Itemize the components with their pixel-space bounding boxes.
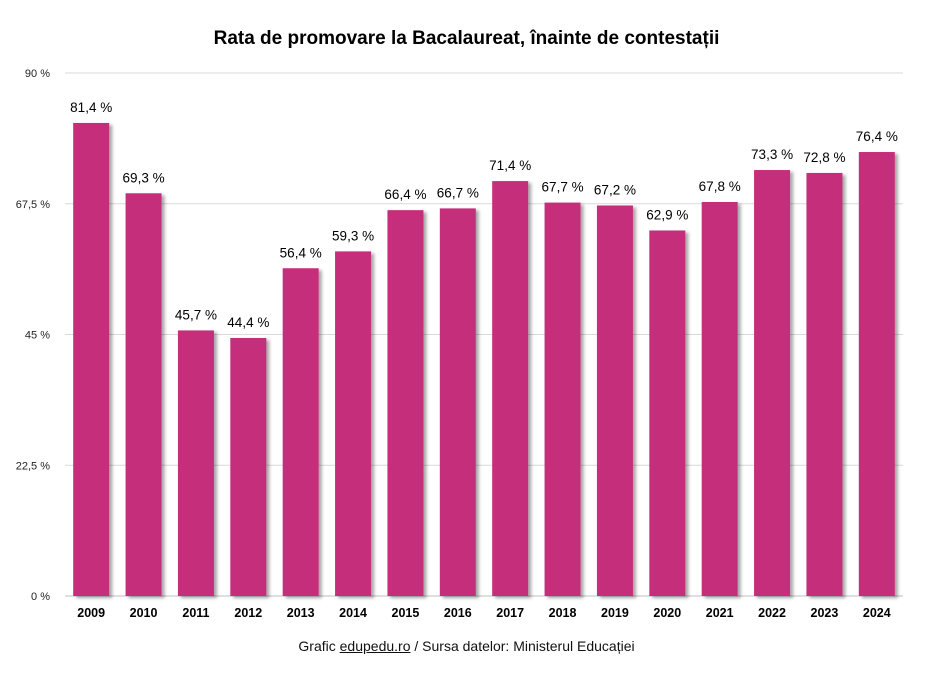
y-axis-ticks: 0 % 22,5 % 45 % 67,5 % 90 %: [16, 68, 50, 603]
bar-2013: [282, 268, 319, 596]
data-label-2015: 66,4 %: [384, 187, 426, 202]
data-label-2011: 45,7 %: [175, 307, 217, 322]
bar-2012: [230, 337, 267, 596]
x-tick-label-2022: 2022: [758, 606, 786, 620]
bar-2023: [806, 172, 843, 596]
data-label-2024: 76,4 %: [856, 129, 898, 144]
x-tick-label-2015: 2015: [392, 606, 420, 620]
data-labels: 81,4 % 69,3 % 45,7 % 44,4 % 56,4 % 59,3 % 66,4…: [70, 100, 898, 330]
x-tick-label-2009: 2009: [77, 606, 105, 620]
x-tick-label-2018: 2018: [549, 606, 577, 620]
x-tick-label-2023: 2023: [811, 606, 839, 620]
bar-2016: [439, 208, 476, 596]
y-tick-label: 67,5 %: [16, 199, 50, 211]
x-tick-label-2016: 2016: [444, 606, 472, 620]
x-tick-label-2011: 2011: [182, 606, 209, 620]
data-label-2012: 44,4 %: [227, 315, 269, 330]
x-axis-ticks: 2009 2010 2011 2012 2013 2014 2015 2016 2017 2018…: [77, 606, 890, 620]
data-label-2017: 71,4 %: [489, 158, 531, 173]
bars: [73, 122, 895, 597]
y-tick-label: 22,5 %: [16, 460, 50, 472]
data-label-2023: 72,8 %: [803, 150, 845, 165]
x-tick-label-2013: 2013: [287, 606, 315, 620]
y-tick-label: 90 %: [25, 68, 50, 80]
chart-footer: Grafic edupedu.ro / Sursa datelor: Minis…: [0, 638, 933, 654]
data-label-2019: 67,2 %: [594, 182, 636, 197]
data-label-2010: 69,3 %: [123, 170, 165, 185]
data-label-2009: 81,4 %: [70, 100, 112, 115]
x-tick-label-2021: 2021: [706, 606, 734, 620]
source-link[interactable]: edupedu.ro: [339, 638, 411, 654]
bar-2017: [492, 181, 529, 596]
x-tick-label-2014: 2014: [339, 606, 367, 620]
footer-prefix: Grafic: [298, 638, 340, 654]
bar-2018: [544, 202, 581, 597]
data-label-2020: 62,9 %: [646, 207, 688, 222]
bar-2010: [125, 193, 162, 597]
x-tick-label-2024: 2024: [863, 606, 891, 620]
data-label-2022: 73,3 %: [751, 147, 793, 162]
data-label-2021: 67,8 %: [699, 179, 741, 194]
data-label-2014: 59,3 %: [332, 228, 374, 243]
x-tick-label-2012: 2012: [234, 606, 262, 620]
footer-suffix: / Sursa datelor: Ministerul Educației: [410, 638, 635, 654]
x-tick-label-2017: 2017: [496, 606, 524, 620]
bar-2020: [649, 230, 686, 596]
bar-2021: [701, 202, 738, 597]
bar-2014: [335, 251, 372, 596]
bar-2022: [754, 170, 791, 596]
bar-2011: [177, 330, 214, 596]
data-label-2013: 56,4 %: [280, 245, 322, 260]
data-label-2018: 67,7 %: [542, 180, 584, 195]
bar-2009: [73, 122, 110, 596]
bar-2015: [387, 210, 424, 597]
chart-title: Rata de promovare la Bacalaureat, înaint…: [213, 28, 720, 49]
y-tick-label: 0 %: [31, 591, 50, 603]
bar-2019: [596, 205, 633, 596]
x-tick-label-2019: 2019: [601, 606, 629, 620]
bar-2024: [858, 152, 895, 596]
x-tick-label-2010: 2010: [130, 606, 158, 620]
y-tick-label: 45 %: [25, 330, 50, 342]
data-label-2016: 66,7 %: [437, 185, 479, 200]
x-tick-label-2020: 2020: [653, 606, 681, 620]
